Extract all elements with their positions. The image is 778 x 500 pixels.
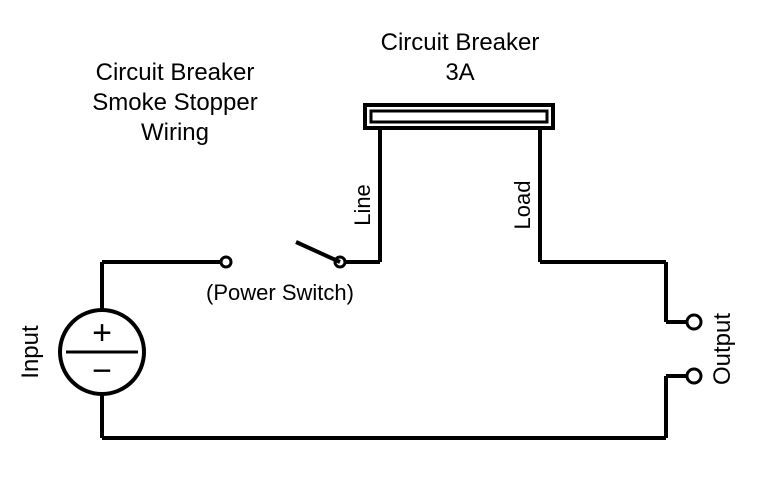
output-label: Output	[709, 313, 736, 385]
breaker-label-line1: Circuit Breaker	[381, 29, 540, 56]
wiring	[102, 128, 687, 438]
breaker-label-line2: 3A	[445, 59, 474, 86]
input-label: Input	[17, 325, 44, 379]
breaker-load-label: Load	[510, 181, 535, 230]
output-terminals	[687, 315, 701, 383]
power-switch	[221, 242, 345, 267]
source-minus: −	[92, 352, 112, 390]
power-switch-label: (Power Switch)	[206, 280, 354, 305]
title-line3: Wiring	[141, 119, 209, 146]
title-line1: Circuit Breaker	[96, 59, 255, 86]
source-plus: +	[92, 314, 112, 352]
circuit-diagram: Circuit Breaker Smoke Stopper Wiring Cir…	[0, 0, 778, 500]
title-line2: Smoke Stopper	[92, 89, 257, 116]
input-source: + −	[60, 310, 144, 394]
circuit-breaker	[365, 105, 553, 128]
breaker-line-label: Line	[350, 184, 375, 226]
